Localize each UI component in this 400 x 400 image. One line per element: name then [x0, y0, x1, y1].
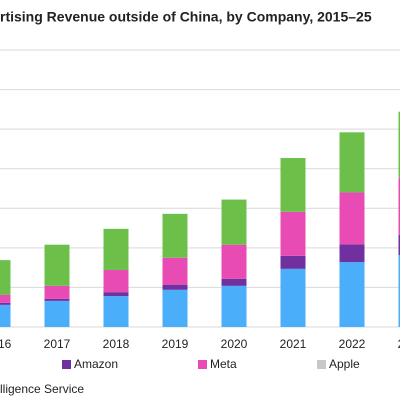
bar-segment: [103, 292, 129, 297]
bar-segment: [103, 270, 129, 293]
bar-segment: [339, 192, 365, 245]
x-tick-label: 2018: [103, 337, 130, 351]
legend-label: Meta: [210, 357, 237, 371]
x-tick-label: 2016: [0, 337, 12, 351]
bar-segment: [44, 285, 70, 299]
bar-segment: [162, 257, 188, 285]
legend-label: Apple: [329, 357, 360, 371]
bar-segment: [162, 284, 188, 290]
footnote: lligence Service: [0, 382, 84, 396]
bar-segment: [280, 268, 306, 327]
x-tick-label: 2021: [280, 337, 307, 351]
x-tick-label: 2019: [162, 337, 189, 351]
x-tick-label: 2023: [398, 337, 400, 351]
bar-segment: [44, 244, 70, 286]
bar-segment: [398, 234, 400, 255]
bar-segment: [0, 260, 11, 295]
bar-segment: [221, 278, 247, 286]
bar-segment: [280, 158, 306, 212]
bar-segment: [162, 289, 188, 327]
bar-segment: [221, 285, 247, 327]
x-tick-label: 2022: [339, 337, 366, 351]
bar-segment: [398, 177, 400, 235]
bar-segment: [221, 199, 247, 245]
bar-segment: [339, 262, 365, 327]
bar-segment: [44, 300, 70, 327]
x-tick-label: 2020: [221, 337, 248, 351]
bar-segment: [0, 302, 11, 305]
bar-segment: [280, 211, 306, 256]
bar-segment: [221, 244, 247, 279]
bar-segment: [44, 298, 70, 301]
legend-swatch: [317, 360, 326, 369]
legend-label: Amazon: [74, 357, 118, 371]
x-tick-label: 2017: [44, 337, 71, 351]
bar-segment: [0, 294, 11, 303]
chart-title: rtising Revenue outside of China, by Com…: [0, 9, 372, 25]
bar-segment: [103, 228, 129, 271]
legend-swatch: [198, 360, 207, 369]
bar-segment: [398, 111, 400, 178]
bar-segment: [280, 255, 306, 269]
bar-segment: [0, 304, 11, 327]
legend-swatch: [62, 360, 71, 369]
bar-segment: [103, 296, 129, 327]
bar-segment: [398, 254, 400, 327]
bar-segment: [162, 213, 188, 258]
bar-segment: [339, 132, 365, 193]
bar-segment: [339, 244, 365, 263]
